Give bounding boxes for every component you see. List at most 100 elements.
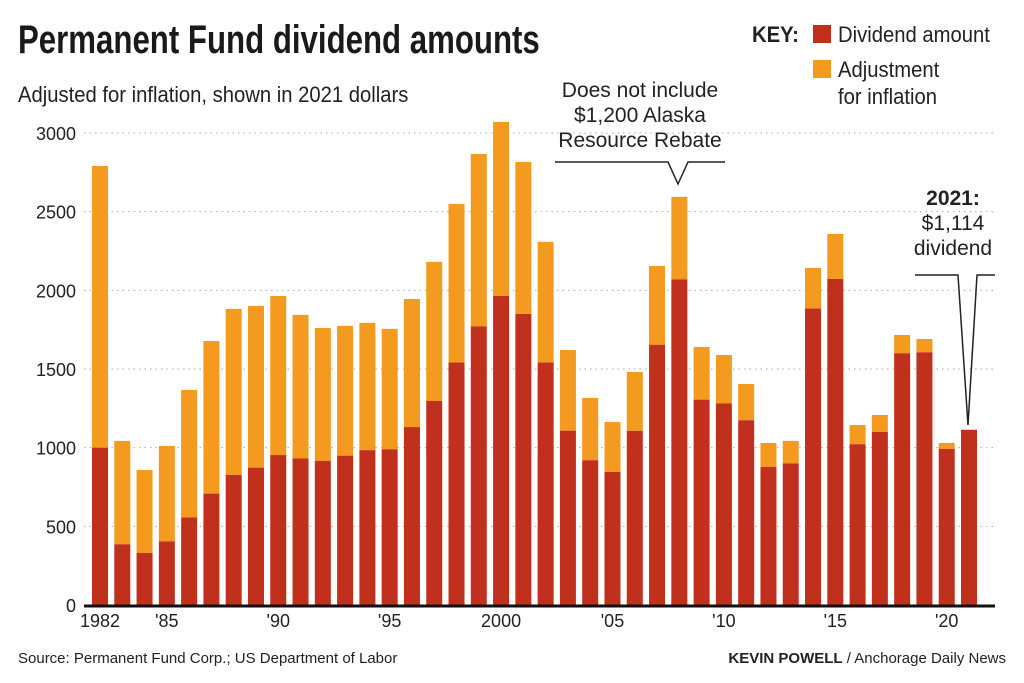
rebate-annotation: Does not include $1,200 Alaska Resource … [540, 78, 740, 153]
bar-dividend-2015 [827, 279, 844, 605]
bar-adjustment-2001 [515, 161, 532, 314]
y-tick-label: 2000 [36, 281, 76, 301]
chart-subtitle: Adjusted for inflation, shown in 2021 do… [18, 82, 409, 107]
bar-dividend-1995 [381, 449, 398, 605]
latest-annotation-pointer [915, 274, 995, 426]
y-tick-label: 500 [46, 517, 76, 537]
bar-adjustment-2005 [604, 422, 621, 472]
bar-dividend-2014 [805, 308, 822, 605]
bar-adjustment-1996 [403, 298, 420, 428]
bar-adjustment-2014 [805, 267, 822, 309]
credit: KEVIN POWELL / Anchorage Daily News [728, 650, 1006, 667]
bar-adjustment-1985 [158, 445, 175, 542]
bar-dividend-2021 [961, 429, 977, 605]
bar-dividend-1994 [359, 450, 376, 605]
latest-label: dividend [913, 237, 993, 260]
y-tick-label: 1000 [36, 439, 76, 459]
bar-adjustment-1989 [247, 305, 264, 468]
bar-adjustment-1991 [292, 314, 309, 459]
bar-adjustment-2015 [827, 234, 844, 280]
bar-dividend-1988 [225, 474, 242, 605]
rebate-line-3: Resource Rebate [558, 129, 722, 152]
x-tick-label: '20 [935, 611, 958, 631]
bar-adjustment-1993 [337, 325, 354, 456]
bar-adjustment-2002 [537, 241, 554, 363]
bar-adjustment-2019 [916, 338, 933, 353]
bar-dividend-1989 [247, 467, 264, 605]
bar-dividend-1996 [403, 427, 420, 605]
bar-dividend-2012 [760, 466, 777, 605]
bar-dividend-2000 [493, 295, 510, 605]
legend-swatch-dividend [813, 25, 831, 43]
legend-swatch-adjustment [813, 60, 831, 78]
bar-dividend-1999 [470, 326, 487, 605]
bar-adjustment-2018 [894, 335, 911, 354]
bar-adjustment-2004 [582, 397, 599, 461]
y-tick-label: 2500 [36, 203, 76, 223]
author: KEVIN POWELL [728, 650, 843, 667]
bar-dividend-2010 [715, 403, 732, 605]
bar-adjustment-1987 [203, 340, 220, 494]
bar-adjustment-1999 [470, 153, 487, 327]
bar-dividend-1982 [92, 447, 108, 605]
x-tick-label: '90 [267, 611, 290, 631]
bar-dividend-2001 [515, 313, 532, 605]
x-tick-label: 2000 [481, 611, 521, 631]
bar-adjustment-2006 [626, 371, 643, 431]
rebate-line-1: Does not include [561, 79, 719, 102]
bar-adjustment-1994 [359, 322, 376, 451]
bar-adjustment-2020 [938, 442, 955, 449]
bar-dividend-2020 [938, 448, 955, 605]
bar-adjustment-1983 [114, 440, 131, 545]
bar-adjustment-2011 [738, 383, 755, 421]
bar-adjustment-1982 [92, 166, 108, 448]
bar-dividend-2018 [894, 353, 911, 605]
bar-adjustment-1984 [136, 470, 153, 553]
bar-adjustment-2009 [693, 346, 710, 400]
bar-adjustment-2010 [715, 354, 732, 404]
legend-label-adjustment-1: Adjustment [838, 57, 940, 82]
latest-year: 2021: [926, 187, 980, 210]
bar-adjustment-1998 [448, 203, 465, 363]
bar-adjustment-2017 [871, 414, 888, 432]
x-tick-label: '05 [601, 611, 624, 631]
rebate-annotation-pointer [555, 161, 725, 186]
bar-dividend-1984 [136, 552, 153, 605]
bar-adjustment-2013 [782, 440, 799, 464]
legend-label-dividend: Dividend amount [838, 22, 990, 47]
bar-dividend-2017 [871, 431, 888, 605]
x-tick-label: '85 [155, 611, 178, 631]
outlet: / Anchorage Daily News [842, 650, 1006, 667]
bar-dividend-2006 [626, 430, 643, 605]
bar-adjustment-1986 [181, 389, 198, 518]
bar-dividend-1987 [203, 493, 220, 605]
bar-dividend-1997 [426, 400, 443, 605]
bar-dividend-1991 [292, 458, 309, 605]
bar-adjustment-1997 [426, 261, 443, 401]
latest-amount: $1,114 [921, 212, 985, 235]
bar-dividend-2008 [671, 279, 688, 605]
bar-dividend-2016 [849, 444, 866, 605]
bar-dividend-2007 [649, 344, 666, 605]
legend-label-adjustment-2: for inflation [838, 84, 938, 109]
bar-adjustment-2000 [493, 121, 510, 296]
bar-dividend-1983 [114, 544, 131, 605]
bar-dividend-2011 [738, 420, 755, 605]
bar-dividend-1985 [158, 541, 175, 605]
chart-title: Permanent Fund dividend amounts [18, 18, 540, 62]
source-note: Source: Permanent Fund Corp.; US Departm… [18, 650, 398, 667]
bar-dividend-2009 [693, 399, 710, 605]
latest-annotation: 2021: $1,114 dividend [900, 186, 1006, 261]
bar-dividend-2005 [604, 471, 621, 605]
legend-key-label: KEY: [752, 22, 799, 47]
x-tick-label: '95 [378, 611, 401, 631]
bar-adjustment-1992 [314, 327, 331, 461]
bar-adjustment-2007 [649, 265, 666, 345]
bar-adjustment-2008 [671, 196, 688, 280]
bar-dividend-1986 [181, 517, 198, 605]
bar-adjustment-1988 [225, 308, 242, 475]
bar-dividend-1993 [337, 455, 354, 605]
bar-adjustment-2003 [559, 349, 576, 431]
x-tick-label: '10 [712, 611, 735, 631]
